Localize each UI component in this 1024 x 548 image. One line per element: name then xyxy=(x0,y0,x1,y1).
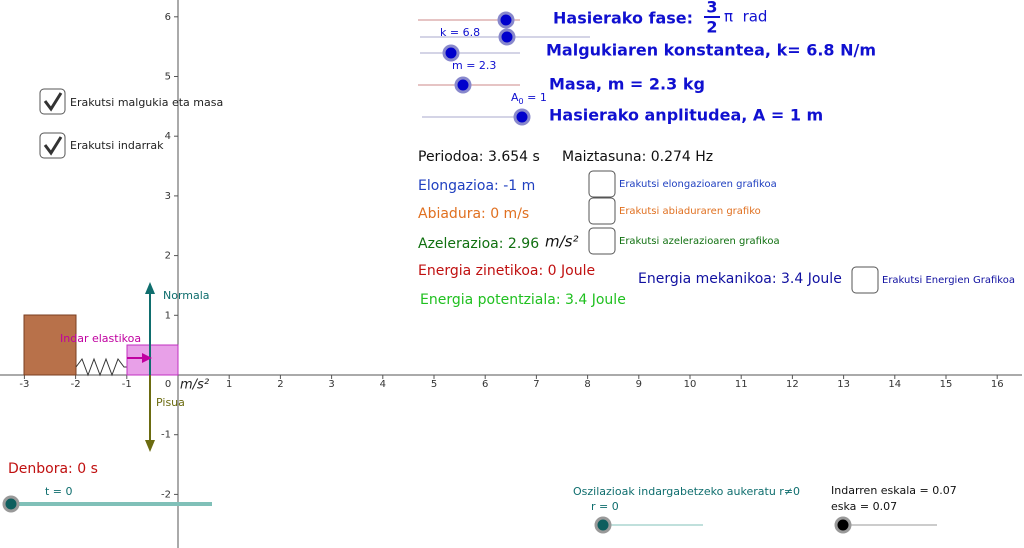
slider-knob[interactable] xyxy=(834,516,852,534)
y-tick-label: 3 xyxy=(165,191,171,202)
text: π rad xyxy=(724,8,767,26)
x-tick-label: 10 xyxy=(684,379,697,390)
slider-label: eska = 0.07 xyxy=(831,500,897,513)
text: Azelerazioa: 2.96 xyxy=(418,236,539,252)
t: A xyxy=(511,91,519,104)
t: = 1 xyxy=(524,91,547,104)
x-tick-label: 1 xyxy=(226,379,232,390)
slider-label: t = 0 xyxy=(45,485,73,498)
slider-label: A0 = 1 xyxy=(511,91,547,106)
arrow-head xyxy=(145,440,155,452)
checkbox[interactable] xyxy=(39,132,66,159)
text: Elongazioa: -1 m xyxy=(418,178,535,194)
arrow-head xyxy=(145,282,155,294)
text: Hasierako anplitudea, A = 1 m xyxy=(549,106,823,125)
x-tick-label: 14 xyxy=(888,379,901,390)
label: Normala xyxy=(163,289,210,302)
label: Erakutsi Energien Grafikoa xyxy=(882,275,1015,286)
y-tick-label: -2 xyxy=(161,489,171,500)
text: Denbora: 0 s xyxy=(8,461,98,477)
slider-label: m = 2.3 xyxy=(452,59,496,72)
checkbox[interactable] xyxy=(851,266,879,294)
label: Erakutsi indarrak xyxy=(70,139,164,152)
text: Indarren eskala = 0.07 xyxy=(831,484,957,497)
x-tick-label: -1 xyxy=(122,379,132,390)
checkbox[interactable] xyxy=(588,227,616,255)
x-tick-label: 4 xyxy=(380,379,386,390)
x-tick-label: 3 xyxy=(328,379,334,390)
x-tick-label: 16 xyxy=(991,379,1004,390)
x-tick-label: 0 xyxy=(165,379,171,390)
slider-knob[interactable] xyxy=(2,495,20,513)
x-tick-label: 9 xyxy=(636,379,642,390)
text: Maiztasuna: 0.274 Hz xyxy=(562,149,713,165)
unit: m/s² xyxy=(545,233,579,251)
slider-knob[interactable] xyxy=(594,516,612,534)
text: Energia mekanikoa: 3.4 Joule xyxy=(638,271,842,287)
label: Indar elastikoa xyxy=(60,332,141,345)
x-tick-label: 7 xyxy=(533,379,539,390)
slider-label: k = 6.8 xyxy=(440,26,480,39)
text: Energia zinetikoa: 0 Joule xyxy=(418,263,595,279)
text: Masa, m = 2.3 kg xyxy=(549,75,705,94)
x-tick-label: 2 xyxy=(277,379,283,390)
label: Erakutsi elongazioaren grafikoa xyxy=(619,179,777,190)
x-tick-label: 15 xyxy=(940,379,953,390)
x-tick-label: 12 xyxy=(786,379,799,390)
y-tick-label: 4 xyxy=(165,131,171,142)
unit: m/s² xyxy=(180,378,209,393)
y-tick-label: 2 xyxy=(165,251,171,262)
slider-label: r = 0 xyxy=(591,500,619,513)
label: Pisua xyxy=(156,396,185,409)
slider-knob[interactable] xyxy=(513,108,531,126)
mass xyxy=(126,344,179,376)
text: Abiadura: 0 m/s xyxy=(418,206,529,222)
x-tick-label: 13 xyxy=(837,379,850,390)
x-tick-label: 5 xyxy=(431,379,437,390)
checkbox[interactable] xyxy=(39,88,66,115)
check xyxy=(43,92,63,112)
y-tick-label: -1 xyxy=(161,430,171,441)
x-tick-label: 11 xyxy=(735,379,748,390)
text: Energia potentziala: 3.4 Joule xyxy=(420,292,626,308)
y-tick-label: 1 xyxy=(165,310,171,321)
text: Oszilazioak indargabetzeko aukeratu r≠0 xyxy=(573,485,800,498)
wall xyxy=(23,314,77,376)
slider-knob[interactable] xyxy=(497,11,515,29)
checkbox[interactable] xyxy=(588,197,616,225)
y-tick-label: 6 xyxy=(165,12,171,23)
slider-knob[interactable] xyxy=(454,76,472,94)
slider-knob[interactable] xyxy=(442,44,460,62)
text: Hasierako fase: xyxy=(553,9,693,28)
text: Periodoa: 3.654 s xyxy=(418,149,540,165)
y-tick-label: 5 xyxy=(165,72,171,83)
checkbox[interactable] xyxy=(588,170,616,198)
spring xyxy=(75,357,127,377)
check xyxy=(43,136,63,156)
x-tick-label: 8 xyxy=(584,379,590,390)
text: 2 xyxy=(706,18,717,37)
t: 0 xyxy=(519,97,524,106)
x-tick-label: -3 xyxy=(19,379,29,390)
label: Erakutsi malgukia eta masa xyxy=(70,96,223,109)
x-tick-label: -2 xyxy=(71,379,81,390)
label: Erakutsi azelerazioaren grafikoa xyxy=(619,236,780,247)
x-tick-label: 6 xyxy=(482,379,488,390)
text: 3 xyxy=(706,0,717,17)
text: Malgukiaren konstantea, k= 6.8 N/m xyxy=(546,41,876,60)
label: Erakutsi abiaduraren grafiko xyxy=(619,206,761,217)
slider-knob[interactable] xyxy=(498,28,516,46)
arrow-head xyxy=(142,353,152,363)
